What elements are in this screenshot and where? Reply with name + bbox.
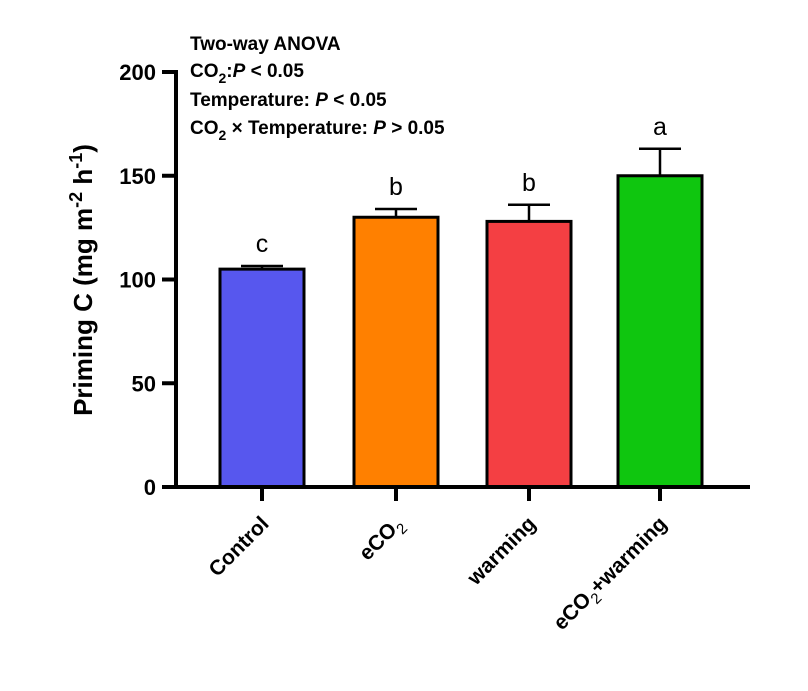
y-tick-label: 150 xyxy=(119,164,156,189)
x-axis xyxy=(174,485,750,501)
significance-letters: c b b a xyxy=(256,113,667,258)
y-tick-label: 0 xyxy=(144,475,156,500)
error-bar xyxy=(375,207,417,218)
y-axis-label: Priming C (mg m-2 h-1) xyxy=(66,144,98,416)
y-axis: 0 50 100 150 200 xyxy=(119,60,178,500)
anova-interaction-effect: CO2 × Temperature: P > 0.05 xyxy=(190,118,445,143)
error-bar xyxy=(241,264,283,270)
bar xyxy=(218,267,306,489)
x-tick-label: eCO2 xyxy=(355,512,411,568)
bar xyxy=(352,215,440,489)
significance-letter: a xyxy=(653,113,667,141)
bar xyxy=(485,219,573,489)
error-bar xyxy=(508,203,550,222)
x-tick-label: Control xyxy=(204,512,273,581)
anova-title: Two-way ANOVA xyxy=(190,34,341,55)
significance-letter: c xyxy=(256,230,269,258)
error-bar xyxy=(639,147,681,176)
x-tick-label: eCO2+warming xyxy=(549,512,675,638)
significance-letter: b xyxy=(389,173,403,201)
y-tick-label: 100 xyxy=(119,268,156,293)
anova-annotation: Two-way ANOVA CO2:P < 0.05 Temperature: … xyxy=(190,34,445,143)
y-tick-label: 50 xyxy=(132,371,156,396)
x-tick-label: warming xyxy=(462,512,540,590)
bar xyxy=(616,174,704,489)
anova-co2-effect: CO2:P < 0.05 xyxy=(190,61,304,86)
error-bars xyxy=(241,147,681,270)
significance-letter: b xyxy=(522,169,536,197)
anova-temperature-effect: Temperature: P < 0.05 xyxy=(190,90,387,111)
y-tick-label: 200 xyxy=(119,60,156,85)
bars xyxy=(218,174,704,489)
